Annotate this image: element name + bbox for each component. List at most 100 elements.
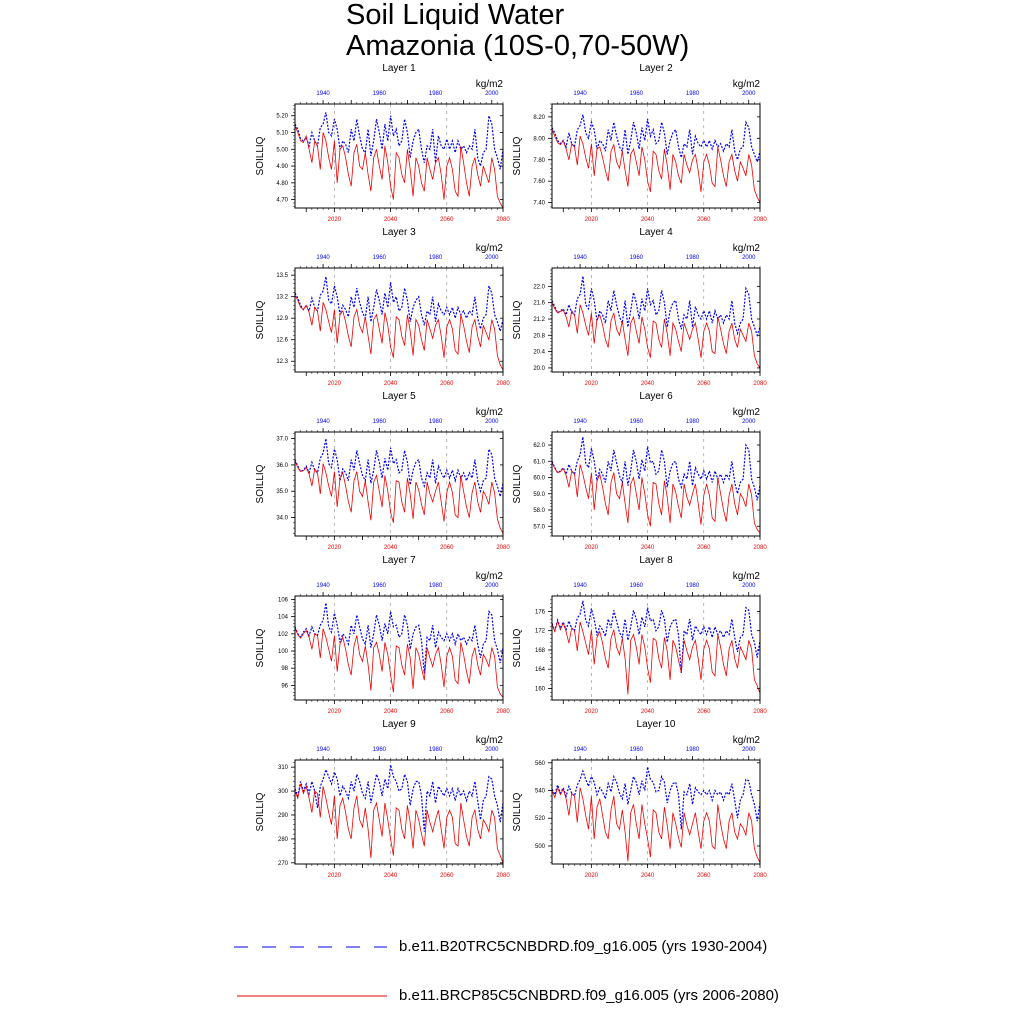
future-series-line — [294, 460, 504, 534]
y-tick-label: 59.0 — [533, 492, 545, 498]
bottom-x-tick-label: 2080 — [753, 217, 767, 223]
y-axis-label: SOILLIQ — [255, 628, 266, 667]
bottom-x-tick-label: 2020 — [585, 217, 599, 223]
y-axis-label: SOILLIQ — [512, 628, 523, 667]
top-x-tick-label: 1940 — [573, 255, 587, 261]
y-tick-label: 62.0 — [533, 443, 545, 449]
panel-3: Layer 3 kg/m2 12.3 12.6 12.9 13.2 13.5 SOILLIQ 2… — [255, 227, 510, 387]
bottom-x-tick-label: 2080 — [753, 381, 767, 387]
y-axis-label: SOILLIQ — [512, 136, 523, 175]
top-x-tick-label: 2000 — [485, 583, 499, 589]
top-x-tick-label: 2000 — [742, 583, 756, 589]
y-tick-label: 7.80 — [533, 158, 545, 164]
y-tick-label: 5.10 — [276, 131, 288, 137]
top-x-tick-label: 1960 — [373, 583, 387, 589]
top-x-tick-label: 1960 — [630, 583, 644, 589]
y-tick-label: 270 — [278, 861, 289, 867]
top-x-tick-label: 1960 — [630, 91, 644, 97]
future-series-line — [294, 125, 504, 209]
y-tick-label: 106 — [278, 597, 289, 603]
bottom-x-tick-label: 2020 — [328, 873, 342, 879]
y-tick-label: 12.6 — [276, 338, 288, 344]
y-axis-label: SOILLIQ — [512, 792, 523, 831]
bottom-x-tick-label: 2060 — [697, 709, 711, 715]
y-tick-label: 520 — [535, 816, 546, 822]
y-tick-label: 4.80 — [276, 181, 288, 187]
y-tick-label: 12.3 — [276, 359, 288, 365]
panel-4: Layer 4 kg/m2 20.0 20.4 20.8 21.2 21.6 22.0 SOIL… — [512, 227, 767, 387]
future-series-line — [294, 783, 504, 863]
title-line-2: Amazonia (10S-0,70-50W) — [346, 30, 690, 62]
units-label: kg/m2 — [476, 735, 504, 746]
bottom-x-tick-label: 2040 — [641, 217, 655, 223]
y-axis-label: SOILLIQ — [255, 792, 266, 831]
top-x-tick-label: 1940 — [573, 91, 587, 97]
y-tick-label: 7.40 — [533, 201, 545, 207]
y-tick-label: 20.8 — [533, 333, 545, 339]
top-x-tick-label: 1980 — [686, 91, 700, 97]
top-x-tick-label: 1960 — [630, 255, 644, 261]
bottom-x-tick-label: 2020 — [585, 381, 599, 387]
y-tick-label: 13.5 — [276, 273, 288, 279]
y-tick-label: 5.20 — [276, 114, 288, 120]
bottom-x-tick-label: 2060 — [697, 545, 711, 551]
panel-2: Layer 2 kg/m2 7.40 7.60 7.80 8.00 8.20 SOILLIQ 2… — [512, 63, 767, 223]
bottom-x-tick-label: 2040 — [384, 873, 398, 879]
y-tick-label: 500 — [535, 844, 546, 850]
y-tick-label: 60.0 — [533, 476, 545, 482]
bottom-x-tick-label: 2060 — [697, 381, 711, 387]
y-tick-label: 57.0 — [533, 524, 545, 530]
bottom-x-tick-label: 2040 — [641, 381, 655, 387]
panel-9: Layer 9 kg/m2 270 280 290 300 310 SOILLIQ 2020 20… — [255, 719, 510, 879]
y-tick-label: 4.90 — [276, 164, 288, 170]
legend-swatch-historical — [234, 946, 387, 948]
y-tick-label: 168 — [535, 648, 546, 654]
historical-series-line — [294, 602, 504, 674]
panels-figure: Layer 1 kg/m2 4.70 4.80 4.90 5.00 5.10 5.20 SOIL… — [255, 63, 767, 879]
y-tick-label: 164 — [535, 667, 546, 673]
bottom-x-tick-label: 2060 — [440, 545, 454, 551]
y-tick-label: 61.0 — [533, 459, 545, 465]
bottom-x-tick-label: 2080 — [496, 709, 510, 715]
top-x-tick-label: 1980 — [686, 255, 700, 261]
bottom-x-tick-label: 2080 — [753, 545, 767, 551]
panel-title: Layer 1 — [382, 63, 416, 74]
panel-1: Layer 1 kg/m2 4.70 4.80 4.90 5.00 5.10 5.20 SOIL… — [255, 63, 510, 223]
units-label: kg/m2 — [476, 79, 504, 90]
y-tick-label: 8.20 — [533, 115, 545, 121]
top-x-tick-label: 1940 — [573, 419, 587, 425]
y-tick-label: 58.0 — [533, 508, 545, 514]
plot-frame — [551, 595, 761, 701]
top-x-tick-label: 2000 — [485, 91, 499, 97]
top-x-tick-label: 1940 — [316, 583, 330, 589]
bottom-x-tick-label: 2080 — [496, 217, 510, 223]
bottom-x-tick-label: 2080 — [753, 709, 767, 715]
legend-entry-historical: b.e11.B20TRC5CNBDRD.f09_g16.005 (yrs 193… — [232, 935, 832, 959]
panel-title: Layer 10 — [637, 719, 676, 730]
panel-7: Layer 7 kg/m2 96 98 100 102 104 106 SOILLIQ 2020 2… — [255, 555, 510, 715]
top-x-tick-label: 2000 — [742, 747, 756, 753]
top-x-tick-label: 2000 — [485, 747, 499, 753]
bottom-x-tick-label: 2020 — [585, 709, 599, 715]
future-series-line — [551, 619, 761, 695]
bottom-x-tick-label: 2060 — [440, 709, 454, 715]
top-x-tick-label: 2000 — [485, 255, 499, 261]
top-x-tick-label: 1960 — [373, 419, 387, 425]
units-label: kg/m2 — [733, 79, 761, 90]
top-x-tick-label: 1940 — [316, 419, 330, 425]
bottom-x-tick-label: 2020 — [328, 709, 342, 715]
panel-10: Layer 10 kg/m2 500 520 540 560 SOILLIQ 2020 2040… — [512, 719, 767, 879]
top-x-tick-label: 1960 — [373, 91, 387, 97]
units-label: kg/m2 — [476, 407, 504, 418]
bottom-x-tick-label: 2080 — [496, 381, 510, 387]
top-x-tick-label: 2000 — [742, 419, 756, 425]
y-tick-label: 4.70 — [276, 198, 288, 204]
y-tick-label: 98 — [281, 666, 288, 672]
y-tick-label: 102 — [278, 632, 289, 638]
panel-8: Layer 8 kg/m2 160 164 168 172 176 SOILLIQ 2020 20… — [512, 555, 767, 715]
top-x-tick-label: 1980 — [429, 91, 443, 97]
y-axis-label: SOILLIQ — [512, 464, 523, 503]
units-label: kg/m2 — [733, 735, 761, 746]
y-axis-label: SOILLIQ — [512, 300, 523, 339]
bottom-x-tick-label: 2020 — [585, 545, 599, 551]
